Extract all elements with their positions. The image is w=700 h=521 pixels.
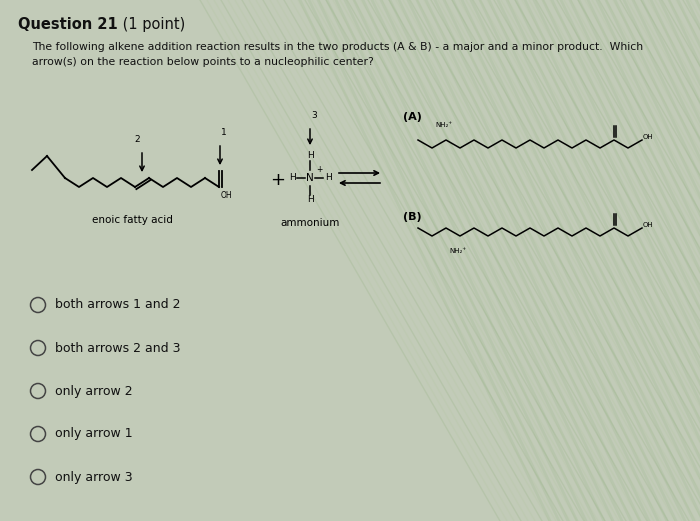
Text: only arrow 1: only arrow 1 xyxy=(55,428,132,440)
Text: enoic fatty acid: enoic fatty acid xyxy=(92,215,172,225)
Text: (A): (A) xyxy=(403,112,422,122)
Text: H: H xyxy=(307,195,314,205)
Text: H: H xyxy=(288,173,295,182)
Text: arrow(s) on the reaction below points to a nucleophilic center?: arrow(s) on the reaction below points to… xyxy=(32,57,374,67)
Text: (1 point): (1 point) xyxy=(118,17,186,32)
Text: OH: OH xyxy=(643,222,654,228)
Text: NH₂⁺: NH₂⁺ xyxy=(449,248,467,254)
Text: OH: OH xyxy=(221,191,232,200)
Text: ammonium: ammonium xyxy=(280,218,340,228)
Text: 2: 2 xyxy=(134,135,139,144)
Text: H: H xyxy=(307,152,314,160)
Text: +: + xyxy=(316,166,323,175)
Text: NH₂⁺: NH₂⁺ xyxy=(435,122,453,128)
Text: The following alkene addition reaction results in the two products (A & B) - a m: The following alkene addition reaction r… xyxy=(32,42,643,52)
Text: both arrows 1 and 2: both arrows 1 and 2 xyxy=(55,299,181,312)
Text: H: H xyxy=(325,173,331,182)
Text: N: N xyxy=(306,173,314,183)
Text: only arrow 3: only arrow 3 xyxy=(55,470,132,483)
Text: (B): (B) xyxy=(403,212,421,222)
Text: +: + xyxy=(270,171,286,189)
Text: only arrow 2: only arrow 2 xyxy=(55,384,132,398)
Text: both arrows 2 and 3: both arrows 2 and 3 xyxy=(55,341,181,354)
Text: Question 21: Question 21 xyxy=(18,17,118,32)
Text: 3: 3 xyxy=(311,111,316,120)
Text: OH: OH xyxy=(643,134,654,140)
Text: 1: 1 xyxy=(221,128,227,137)
